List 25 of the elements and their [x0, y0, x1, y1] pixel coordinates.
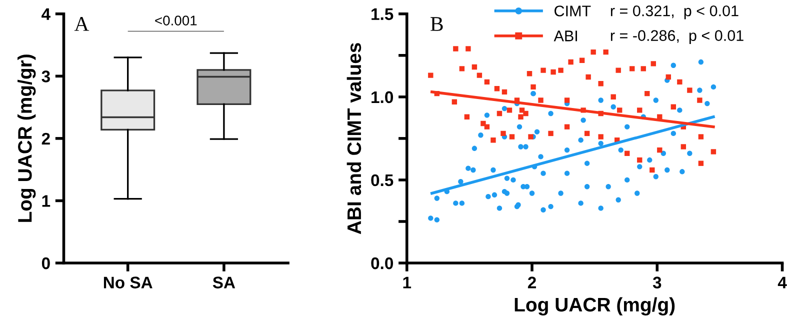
y-tick-label: 0.0	[371, 257, 394, 270]
chart-title: B	[430, 17, 443, 31]
legend-label: ABI	[554, 30, 577, 42]
y-tick-label: 1.5	[372, 8, 394, 20]
annotation: r = 0.321, p < 0.01	[610, 5, 738, 20]
y-tick-label: 4	[42, 8, 50, 20]
x-tick-label: 3	[652, 276, 662, 288]
y-tick-label: 0.5	[371, 174, 394, 186]
x-tick-label: SA	[212, 276, 236, 288]
y-tick-label: 2	[42, 132, 50, 144]
x-tick-label: 1	[403, 276, 412, 288]
x-axis-title: Log UACR (mg/g)	[514, 297, 675, 316]
x-tick-label: 2	[528, 276, 536, 288]
y-tick-label: 1	[42, 195, 50, 207]
y-axis-title: ABI and CIMT values	[346, 43, 362, 234]
y-tick-label: 0	[42, 257, 50, 270]
chart-title: A	[74, 17, 90, 31]
y-axis-title: Log UACR (mg/gr)	[18, 54, 36, 222]
y-tick-label: 3	[42, 70, 50, 82]
y-tick-label: 1.0	[372, 91, 394, 104]
annotation: <0.001	[155, 16, 197, 26]
x-tick-label: 4	[778, 276, 787, 288]
legend-label: CIMT	[554, 6, 591, 16]
x-tick-label: No SA	[104, 276, 152, 288]
annotation: r = -0.286, p < 0.01	[610, 30, 744, 44]
